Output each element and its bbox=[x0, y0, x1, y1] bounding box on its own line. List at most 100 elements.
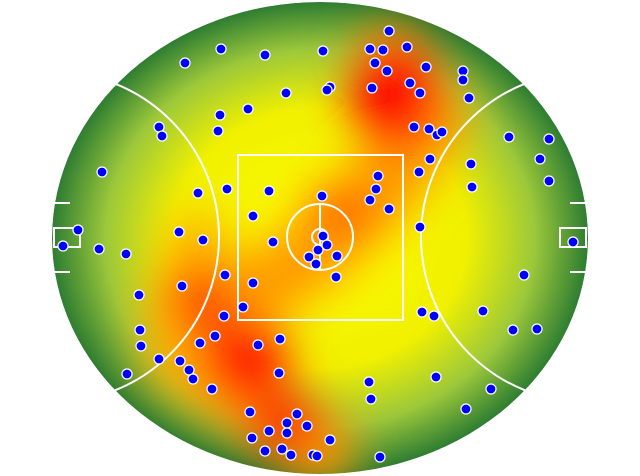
point bbox=[534, 153, 546, 165]
point bbox=[183, 364, 195, 376]
point bbox=[436, 126, 448, 138]
points bbox=[57, 25, 579, 463]
point bbox=[174, 355, 186, 367]
point bbox=[414, 221, 426, 233]
point bbox=[420, 61, 432, 73]
point bbox=[460, 403, 472, 415]
point bbox=[57, 240, 69, 252]
point bbox=[317, 45, 329, 57]
point bbox=[242, 103, 254, 115]
point bbox=[135, 340, 147, 352]
point bbox=[466, 181, 478, 193]
point bbox=[133, 289, 145, 301]
point bbox=[381, 65, 393, 77]
point bbox=[244, 406, 256, 418]
point bbox=[518, 269, 530, 281]
point bbox=[281, 427, 293, 439]
point bbox=[218, 310, 230, 322]
point bbox=[369, 57, 381, 69]
point bbox=[414, 87, 426, 99]
point bbox=[179, 57, 191, 69]
point bbox=[383, 25, 395, 37]
point bbox=[416, 306, 428, 318]
point bbox=[247, 277, 259, 289]
point bbox=[274, 333, 286, 345]
point bbox=[291, 408, 303, 420]
point bbox=[430, 371, 442, 383]
point bbox=[153, 353, 165, 365]
point bbox=[173, 226, 185, 238]
point bbox=[187, 373, 199, 385]
point bbox=[134, 324, 146, 336]
point bbox=[176, 280, 188, 292]
point bbox=[316, 190, 328, 202]
point bbox=[219, 269, 231, 281]
point bbox=[311, 450, 323, 462]
point bbox=[365, 393, 377, 405]
point bbox=[214, 109, 226, 121]
point bbox=[423, 123, 435, 135]
point bbox=[263, 425, 275, 437]
point bbox=[252, 339, 264, 351]
point bbox=[424, 153, 436, 165]
point bbox=[543, 133, 555, 145]
point bbox=[317, 230, 329, 242]
point bbox=[364, 43, 376, 55]
point bbox=[364, 194, 376, 206]
point bbox=[267, 236, 279, 248]
point bbox=[209, 330, 221, 342]
point bbox=[192, 187, 204, 199]
point bbox=[331, 250, 343, 262]
point bbox=[503, 131, 515, 143]
point bbox=[221, 183, 233, 195]
point bbox=[428, 310, 440, 322]
point bbox=[206, 383, 218, 395]
point bbox=[237, 301, 249, 313]
point bbox=[383, 203, 395, 215]
point bbox=[301, 420, 313, 432]
point bbox=[413, 166, 425, 178]
point bbox=[121, 368, 133, 380]
point bbox=[374, 451, 386, 463]
point bbox=[321, 84, 333, 96]
point bbox=[93, 243, 105, 255]
point bbox=[96, 166, 108, 178]
point bbox=[120, 248, 132, 260]
point bbox=[531, 323, 543, 335]
point bbox=[280, 87, 292, 99]
point bbox=[310, 258, 322, 270]
point bbox=[285, 449, 297, 461]
point bbox=[212, 125, 224, 137]
point bbox=[263, 185, 275, 197]
point bbox=[457, 74, 469, 86]
point bbox=[543, 175, 555, 187]
point bbox=[303, 251, 315, 263]
point bbox=[312, 244, 324, 256]
point bbox=[363, 376, 375, 388]
point bbox=[321, 239, 333, 251]
point bbox=[401, 41, 413, 53]
point bbox=[372, 170, 384, 182]
point bbox=[246, 432, 258, 444]
point bbox=[276, 443, 288, 455]
point bbox=[465, 158, 477, 170]
point bbox=[507, 324, 519, 336]
point bbox=[215, 43, 227, 55]
point bbox=[366, 82, 378, 94]
point bbox=[324, 434, 336, 446]
point bbox=[477, 305, 489, 317]
point bbox=[370, 183, 382, 195]
point bbox=[259, 49, 271, 61]
point bbox=[72, 224, 84, 236]
point bbox=[197, 234, 209, 246]
point bbox=[247, 210, 259, 222]
point bbox=[463, 92, 475, 104]
point bbox=[194, 337, 206, 349]
point bbox=[156, 130, 168, 142]
point bbox=[485, 383, 497, 395]
point bbox=[273, 367, 285, 379]
point bbox=[259, 445, 271, 457]
point bbox=[408, 121, 420, 133]
point bbox=[377, 44, 389, 56]
